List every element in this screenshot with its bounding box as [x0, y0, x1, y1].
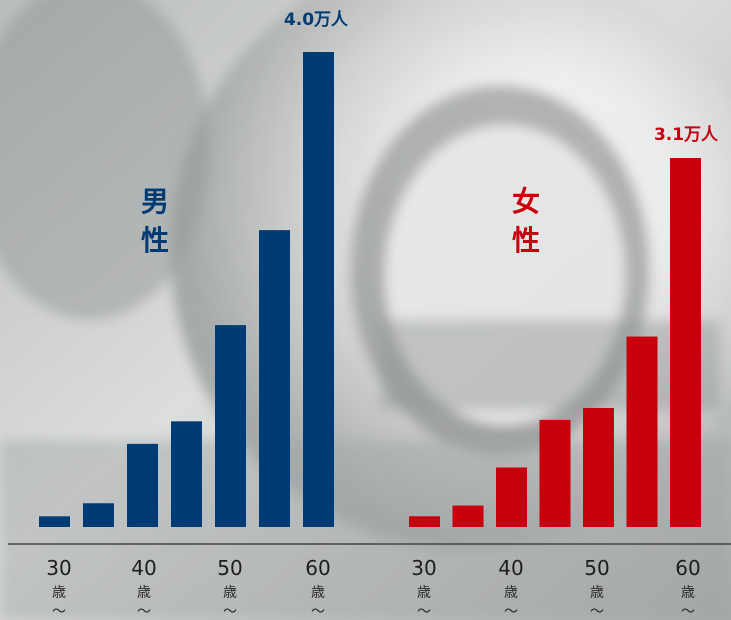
male-bar-3 [127, 443, 158, 527]
female-tick-label: 50 [584, 556, 609, 580]
female-tick-unit: 歳 [417, 585, 431, 601]
male-tick-label: 50 [217, 556, 242, 580]
female-series-label: 性 [512, 224, 540, 257]
male-tick-unit: 歳 [52, 585, 66, 601]
female-tick-tilde: 〜 [504, 604, 518, 620]
male-tick-label: 40 [131, 556, 156, 580]
female-bar-4 [539, 419, 571, 527]
female-tick-unit: 歳 [590, 585, 604, 601]
female-tick-label: 30 [411, 556, 436, 580]
female-series-label: 女 [512, 185, 540, 218]
male-bar-group: 男性 4.0万人 30 歳〜 40 歳〜 50 歳〜 60 歳〜 [39, 10, 349, 620]
male-tick-label: 30 [46, 556, 71, 580]
female-bar-7 [670, 158, 701, 527]
male-tick-unit: 歳 [137, 585, 151, 601]
female-bar-3 [496, 467, 527, 527]
female-tick-label: 60 [675, 556, 700, 580]
male-tick-tilde: 〜 [223, 604, 237, 620]
female-tick-tilde: 〜 [417, 604, 431, 620]
male-tick-unit: 歳 [223, 585, 237, 601]
male-bar-6 [259, 230, 290, 527]
male-tick-label: 60 [305, 556, 330, 580]
female-peak-value-label: 3.1万人 [654, 125, 719, 145]
female-bar-2 [452, 505, 484, 527]
female-bar-1 [409, 516, 440, 527]
male-series-label: 男 [141, 185, 169, 218]
female-bar-6 [626, 336, 658, 527]
male-bar-4 [171, 421, 202, 527]
male-tick-unit: 歳 [311, 585, 325, 601]
male-tick-tilde: 〜 [311, 604, 325, 620]
male-bar-7 [303, 52, 334, 527]
female-bar-group: 女性 3.1万人 30 歳〜 40 歳〜 50 歳〜 60 歳〜 [409, 125, 719, 620]
female-tick-tilde: 〜 [681, 604, 695, 620]
male-series-label: 性 [141, 224, 169, 257]
male-bar-2 [83, 503, 114, 527]
male-peak-value-label: 4.0万人 [284, 10, 349, 30]
female-tick-tilde: 〜 [590, 604, 604, 620]
female-tick-unit: 歳 [681, 585, 695, 601]
male-tick-tilde: 〜 [52, 604, 66, 620]
male-bar-5 [215, 325, 246, 527]
female-tick-unit: 歳 [504, 585, 518, 601]
female-tick-label: 40 [498, 556, 523, 580]
male-bar-1 [39, 516, 70, 527]
female-bar-5 [583, 407, 614, 527]
male-tick-tilde: 〜 [137, 604, 151, 620]
